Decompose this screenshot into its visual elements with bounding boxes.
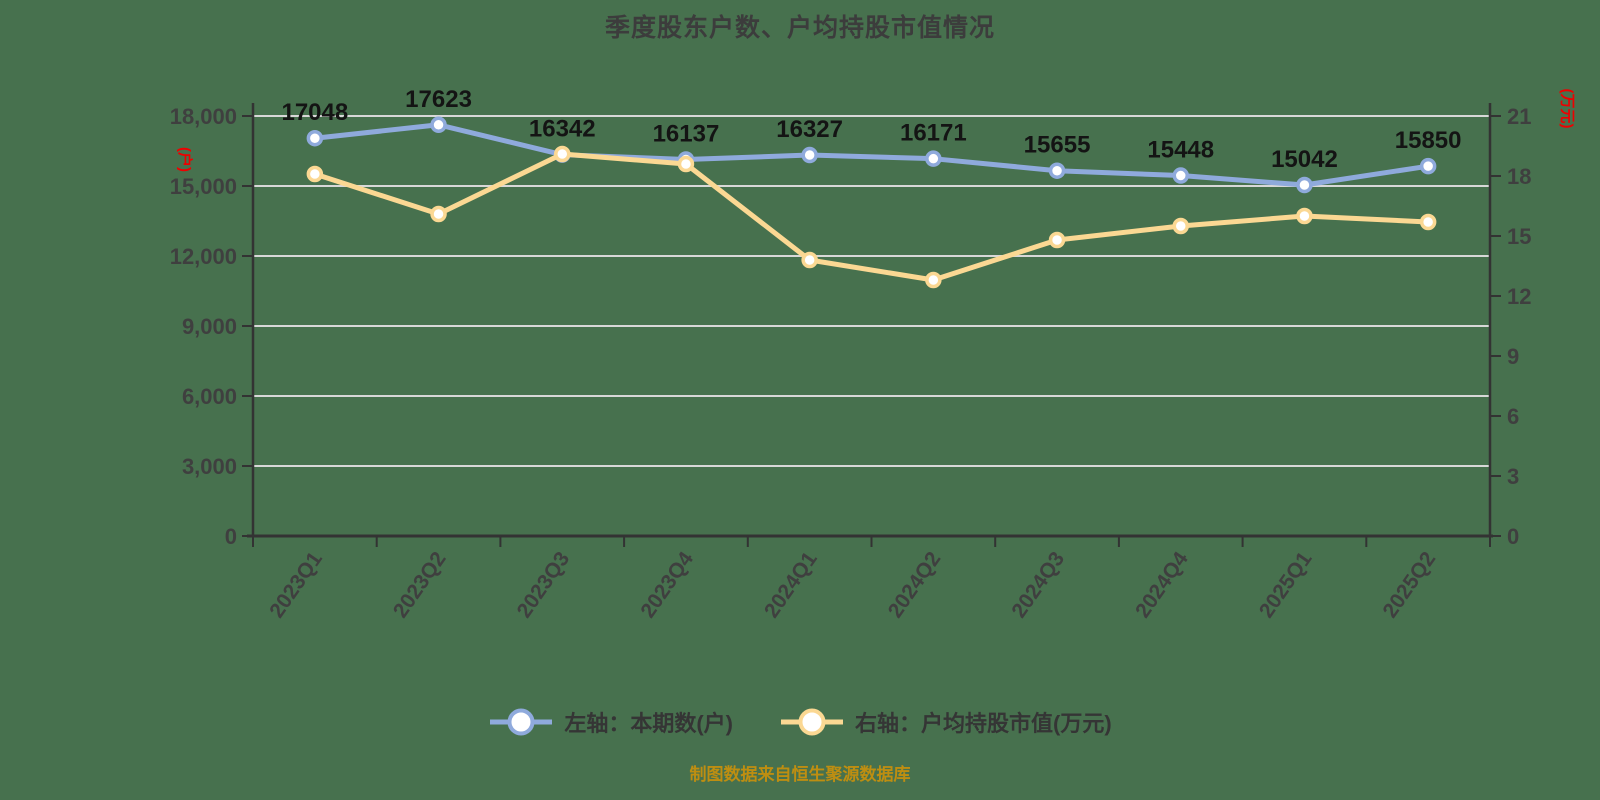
data-point-right [430, 205, 447, 223]
series-line-left [312, 122, 1431, 188]
legend: 左轴：本期数(户) 右轴：户均持股市值(万元) [0, 706, 1600, 738]
legend-marker-blue-icon [490, 708, 553, 736]
data-point-right [306, 165, 324, 183]
x-axis-tick-label: 2024Q2 [884, 548, 946, 622]
right-axis-tick-label: 18 [1507, 164, 1531, 189]
series-line-right [312, 151, 1431, 283]
data-point-right [1419, 213, 1437, 231]
right-axis-tick-label: 9 [1507, 344, 1519, 369]
left-axis-tick-label: 18,000 [170, 104, 237, 129]
data-point-right [677, 155, 695, 173]
right-axis-tick-label: 12 [1507, 284, 1531, 309]
data-source-note: 制图数据来自恒生聚源数据库 [689, 765, 911, 784]
data-point-left [1419, 157, 1437, 175]
data-point-right [1048, 231, 1066, 249]
left-axis-tick-label: 9,000 [182, 314, 237, 339]
left-axis-tick-label: 0 [225, 524, 237, 549]
right-axis-tick-label: 21 [1507, 104, 1531, 129]
data-label: 15042 [1271, 146, 1338, 173]
x-axis-tick-label: 2024Q1 [760, 547, 822, 622]
right-axis-unit-label: (万元) [1558, 88, 1576, 129]
data-label: 16137 [653, 120, 720, 147]
x-axis-tick-label: 2025Q2 [1379, 548, 1441, 622]
data-point-right [1296, 207, 1313, 225]
x-axis-tick-label: 2024Q4 [1131, 547, 1193, 622]
right-axis-tick-label: 3 [1507, 464, 1519, 489]
data-label: 15850 [1395, 127, 1462, 154]
data-label: 16327 [776, 116, 843, 143]
x-axis-tick-label: 2023Q4 [636, 547, 698, 622]
chart-title: 季度股东户数、户均持股市值情况 [604, 14, 995, 42]
data-label: 16171 [900, 120, 967, 147]
right-axis-tick-label: 6 [1507, 404, 1519, 429]
left-axis-tick-label: 15,000 [170, 174, 237, 199]
data-point-left [801, 146, 818, 164]
legend-item-left-axis[interactable]: 左轴：本期数(户) [488, 706, 733, 738]
data-point-left [1048, 162, 1066, 179]
x-axis-tick-label: 2023Q3 [513, 548, 575, 622]
x-axis-tick-label: 2023Q2 [389, 548, 451, 622]
data-label: 17623 [405, 86, 472, 113]
legend-label-right-axis: 右轴：户均持股市值(万元) [855, 711, 1112, 736]
data-point-left [306, 129, 324, 147]
left-axis-tick-label: 3,000 [182, 454, 237, 479]
data-point-right [1172, 217, 1189, 235]
legend-item-right-axis[interactable]: 右轴：户均持股市值(万元) [779, 706, 1112, 738]
data-point-left [925, 150, 942, 167]
x-axis-tick-label: 2024Q3 [1007, 548, 1069, 622]
legend-label-left-axis: 左轴：本期数(户) [564, 711, 733, 736]
data-label: 15448 [1147, 137, 1214, 164]
legend-marker-yellow-icon [781, 708, 843, 736]
x-axis-tick-label: 2025Q1 [1255, 547, 1317, 622]
data-label: 15655 [1024, 132, 1091, 159]
data-label: 17048 [281, 99, 348, 126]
x-axis-tick-label: 2023Q1 [265, 547, 327, 622]
data-point-left [430, 116, 447, 134]
data-point-right [801, 251, 818, 269]
left-axis-unit-label: (户) [176, 147, 193, 172]
right-axis-tick-label: 0 [1507, 524, 1519, 549]
data-point-right [925, 271, 942, 289]
left-axis-tick-label: 12,000 [170, 244, 237, 269]
right-axis-tick-label: 15 [1507, 224, 1531, 249]
data-point-right [554, 145, 571, 163]
left-axis-tick-label: 6,000 [182, 384, 237, 409]
data-point-left [1172, 167, 1189, 184]
data-label: 16342 [529, 116, 596, 143]
data-point-left [1296, 176, 1313, 194]
